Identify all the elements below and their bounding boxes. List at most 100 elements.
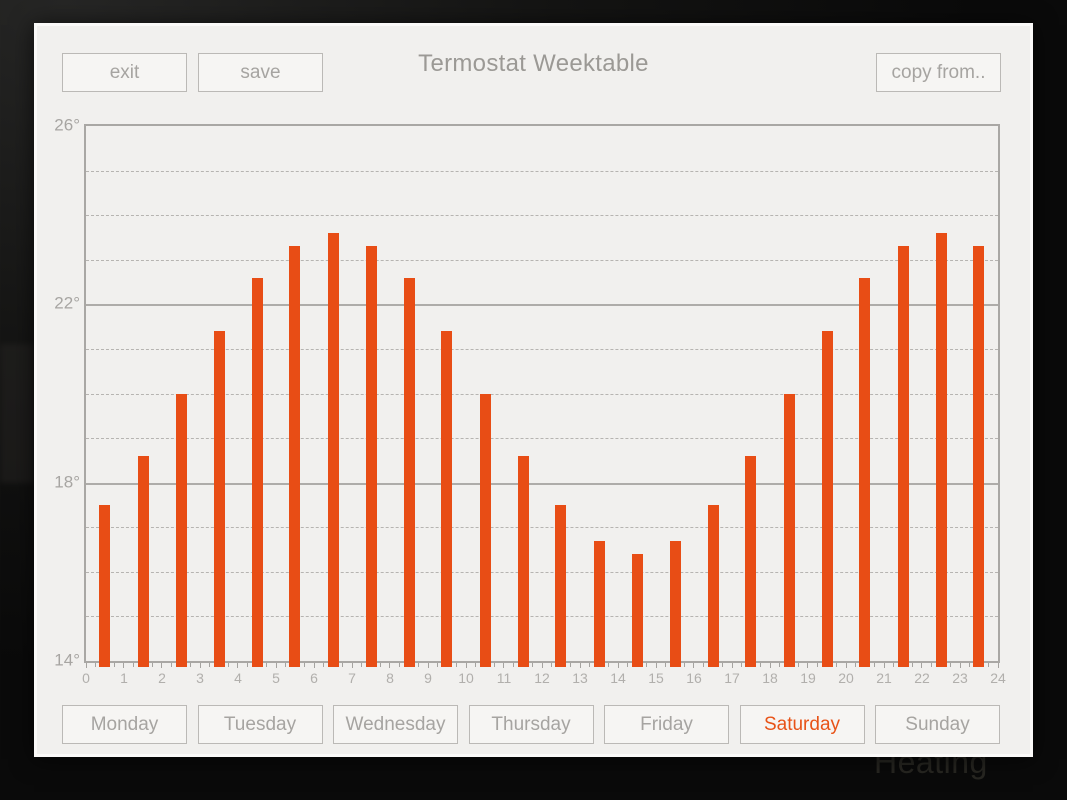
- temperature-bar-hour-23[interactable]: [973, 246, 985, 667]
- x-axis-minor-tick: [152, 663, 153, 667]
- temperature-bar-hour-0[interactable]: [99, 504, 111, 667]
- x-axis-minor-tick: [114, 663, 115, 667]
- x-axis-label-13: 13: [572, 670, 588, 686]
- temperature-bar-hour-17[interactable]: [745, 455, 757, 667]
- temperature-bar-hour-22[interactable]: [935, 233, 947, 667]
- thermostat-window: exit save Termostat Weektable copy from.…: [34, 23, 1033, 757]
- x-axis-minor-tick: [778, 663, 780, 667]
- x-axis-label-5: 5: [272, 670, 280, 686]
- x-axis-minor-tick: [513, 663, 514, 667]
- temperature-bar-hour-12[interactable]: [555, 504, 567, 667]
- x-axis-hour-tick: [123, 663, 125, 668]
- x-axis-label-16: 16: [686, 670, 702, 686]
- temperature-bar-hour-4[interactable]: [251, 277, 263, 667]
- x-axis-label-12: 12: [534, 670, 550, 686]
- x-axis-minor-tick: [380, 663, 381, 667]
- exit-button[interactable]: exit: [62, 53, 187, 92]
- y-axis-label-22: 22°: [54, 293, 80, 313]
- x-axis-hour-tick: [579, 663, 581, 668]
- temperature-bar-hour-19[interactable]: [821, 331, 833, 667]
- x-axis-minor-tick: [817, 663, 818, 667]
- x-axis-hour-tick: [693, 663, 695, 668]
- temperature-bar-hour-10[interactable]: [479, 393, 491, 667]
- x-axis-minor-tick: [342, 663, 343, 667]
- temperature-bar-hour-6[interactable]: [327, 233, 339, 667]
- x-axis-hour-tick: [85, 663, 87, 668]
- x-axis-minor-tick: [949, 663, 951, 667]
- temperature-bar-hour-18[interactable]: [783, 393, 795, 667]
- x-axis-label-18: 18: [762, 670, 778, 686]
- x-axis-minor-tick: [988, 663, 989, 667]
- x-axis-label-10: 10: [458, 670, 474, 686]
- x-axis-minor-tick: [741, 663, 742, 667]
- x-axis-minor-tick: [171, 663, 172, 667]
- temperature-bar-hour-8[interactable]: [403, 277, 415, 667]
- x-axis-minor-tick: [304, 663, 305, 667]
- x-axis-hour-tick: [921, 663, 923, 668]
- gridline-15deg: [86, 616, 998, 618]
- x-axis-minor-tick: [189, 663, 191, 667]
- x-axis-minor-tick: [456, 663, 457, 667]
- x-axis-minor-tick: [322, 663, 324, 667]
- x-axis-label-9: 9: [424, 670, 432, 686]
- temperature-bar-hour-21[interactable]: [897, 246, 909, 667]
- x-axis-label-17: 17: [724, 670, 740, 686]
- temperature-bar-hour-5[interactable]: [289, 246, 301, 667]
- x-axis-minor-tick: [721, 663, 723, 667]
- x-axis-hour-tick: [199, 663, 201, 668]
- temperature-bar-hour-7[interactable]: [365, 246, 377, 667]
- x-axis-minor-tick: [531, 663, 533, 667]
- temperature-bar-hour-2[interactable]: [175, 393, 187, 667]
- x-axis-hour-tick: [769, 663, 771, 668]
- gridline-25deg: [86, 170, 998, 172]
- gridline-23deg: [86, 259, 998, 261]
- x-axis-hour-tick: [655, 663, 657, 668]
- day-button-sunday[interactable]: Sunday: [875, 705, 1000, 744]
- temperature-bar-hour-20[interactable]: [859, 277, 871, 667]
- x-axis-minor-tick: [399, 663, 400, 667]
- day-button-saturday[interactable]: Saturday: [739, 705, 865, 744]
- save-button[interactable]: save: [198, 53, 323, 92]
- x-axis-minor-tick: [703, 663, 704, 667]
- x-axis-minor-tick: [209, 663, 210, 667]
- x-axis-minor-tick: [646, 663, 647, 667]
- x-axis-minor-tick: [228, 663, 229, 667]
- x-axis-minor-tick: [760, 663, 761, 667]
- x-axis-minor-tick: [551, 663, 552, 667]
- day-button-monday[interactable]: Monday: [62, 705, 187, 744]
- temperature-bar-hour-15[interactable]: [669, 540, 681, 667]
- x-axis-hour-tick: [617, 663, 619, 668]
- day-button-tuesday[interactable]: Tuesday: [197, 705, 323, 744]
- copy-from-button[interactable]: copy from..: [876, 53, 1001, 92]
- x-axis-minor-tick: [969, 663, 970, 667]
- day-button-wednesday[interactable]: Wednesday: [333, 705, 458, 744]
- x-axis-label-19: 19: [800, 670, 816, 686]
- x-axis-minor-tick: [798, 663, 799, 667]
- day-button-thursday[interactable]: Thursday: [468, 705, 594, 744]
- temperature-bar-hour-13[interactable]: [593, 540, 605, 667]
- x-axis-hour-tick: [465, 663, 467, 668]
- temperature-bar-hour-9[interactable]: [441, 331, 453, 667]
- temperature-bar-hour-11[interactable]: [517, 455, 529, 667]
- day-button-friday[interactable]: Friday: [604, 705, 729, 744]
- x-axis-label-14: 14: [610, 670, 626, 686]
- temperature-bar-hour-16[interactable]: [707, 504, 719, 667]
- x-axis-minor-tick: [265, 663, 267, 667]
- temperature-bar-hour-1[interactable]: [137, 455, 149, 667]
- x-axis-label-21: 21: [876, 670, 892, 686]
- x-axis-minor-tick: [494, 663, 495, 667]
- x-axis-minor-tick: [835, 663, 837, 667]
- temperature-bar-hour-3[interactable]: [213, 331, 225, 667]
- x-axis-hour-tick: [997, 663, 999, 668]
- x-axis-hour-tick: [731, 663, 733, 668]
- x-axis-minor-tick: [627, 663, 628, 667]
- x-axis-minor-tick: [474, 663, 476, 667]
- temperature-bar-hour-14[interactable]: [631, 554, 643, 667]
- x-axis-label-6: 6: [310, 670, 318, 686]
- x-axis-hour-tick: [883, 663, 885, 668]
- x-axis-minor-tick: [855, 663, 856, 667]
- x-axis-hour-tick: [503, 663, 505, 668]
- x-axis-minor-tick: [94, 663, 96, 667]
- x-axis-label-7: 7: [348, 670, 356, 686]
